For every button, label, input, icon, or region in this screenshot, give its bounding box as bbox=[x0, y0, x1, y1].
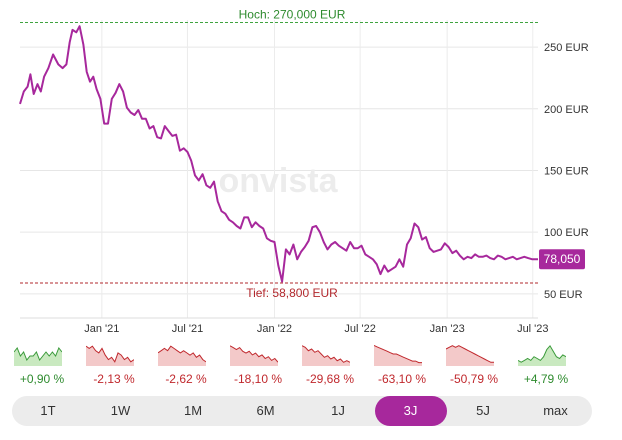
sparkline-chart bbox=[86, 345, 134, 366]
last-value-label: 78,050 bbox=[544, 252, 581, 266]
tab-1j[interactable]: 1J bbox=[331, 403, 345, 418]
sparkline-change-label: -2,13 % bbox=[93, 372, 135, 386]
sparkline-chart bbox=[302, 345, 350, 366]
tab-3j[interactable]: 3J bbox=[374, 396, 447, 426]
sparkline-chart bbox=[230, 345, 278, 366]
sparkline-card[interactable]: -2,13 % bbox=[86, 342, 142, 390]
sparkline-line bbox=[446, 345, 494, 363]
y-tick-label: 150 EUR bbox=[544, 165, 589, 177]
y-tick-label: 250 EUR bbox=[544, 42, 589, 54]
x-tick-label: Jan '22 bbox=[257, 323, 292, 335]
sparkline-change-label: +4,79 % bbox=[523, 372, 569, 386]
sparkline-card[interactable]: -18,10 % bbox=[230, 342, 286, 390]
y-tick-label: 200 EUR bbox=[544, 104, 589, 116]
performance-sparklines: +0,90 % -2,13 % -2,62 % -18,10 % -29,68 % -63… bbox=[14, 342, 594, 390]
x-tick-label: Jul '22 bbox=[344, 323, 375, 335]
tab-1w[interactable]: 1W bbox=[110, 403, 131, 418]
sparkline-line bbox=[302, 345, 350, 363]
x-tick-label: Jan '23 bbox=[430, 323, 465, 335]
tab-max[interactable]: max bbox=[543, 403, 568, 418]
sparkline-chart bbox=[446, 345, 494, 366]
sparkline-change-label: -63,10 % bbox=[377, 372, 427, 386]
sparkline-line bbox=[374, 344, 422, 364]
x-tick-label: Jul '23 bbox=[517, 323, 548, 335]
sparkline-line bbox=[14, 347, 62, 361]
tab-1t[interactable]: 1T bbox=[40, 403, 56, 418]
price-chart: 250 EUR 200 EUR 150 EUR 100 EUR 50 EUR Jan '2… bbox=[19, 7, 589, 335]
x-tick-label: Jul '21 bbox=[172, 323, 203, 335]
y-tick-label: 50 EUR bbox=[544, 289, 583, 301]
sparkline-line bbox=[230, 345, 278, 363]
sparkline-line bbox=[518, 344, 566, 363]
low-label: Tief: 58,800 EUR bbox=[246, 286, 338, 300]
sparkline-card[interactable]: -50,79 % bbox=[446, 342, 502, 390]
sparkline-line bbox=[158, 345, 206, 363]
sparkline-area bbox=[518, 345, 566, 366]
sparkline-card[interactable]: -2,62 % bbox=[158, 342, 214, 390]
sparkline-chart bbox=[14, 347, 62, 366]
sparkline-line bbox=[86, 345, 134, 363]
tab-5j[interactable]: 5J bbox=[476, 403, 490, 418]
sparkline-change-label: -18,10 % bbox=[233, 372, 283, 386]
sparkline-card[interactable]: +0,90 % bbox=[14, 342, 70, 390]
last-value-badge bbox=[539, 249, 585, 270]
timeframe-tabs: 1T 1W 1M 6M 1J 3J 5J max bbox=[12, 396, 592, 426]
sparkline-area bbox=[446, 345, 494, 366]
sparkline-change-label: -50,79 % bbox=[449, 372, 499, 386]
price-line bbox=[19, 25, 538, 283]
sparkline-change-label: +0,90 % bbox=[19, 372, 65, 386]
high-label: Hoch: 270,000 EUR bbox=[239, 7, 346, 21]
x-tick-label: Jan '21 bbox=[84, 323, 119, 335]
sparkline-card[interactable]: -29,68 % bbox=[302, 342, 358, 390]
watermark: onvista bbox=[218, 162, 338, 200]
sparkline-chart bbox=[374, 344, 422, 366]
sparkline-chart bbox=[518, 344, 566, 366]
sparkline-change-label: -2,62 % bbox=[165, 372, 207, 386]
sparkline-change-label: -29,68 % bbox=[305, 372, 355, 386]
sparkline-area bbox=[86, 346, 134, 366]
tab-6m[interactable]: 6M bbox=[256, 403, 275, 418]
tab-1m[interactable]: 1M bbox=[183, 403, 203, 418]
price-chart-svg: 250 EUR 200 EUR 150 EUR 100 EUR 50 EUR Jan '2… bbox=[19, 7, 589, 335]
sparkline-chart bbox=[158, 345, 206, 366]
sparkline-area bbox=[158, 346, 206, 366]
sparkline-card[interactable]: -63,10 % bbox=[374, 342, 430, 390]
sparkline-card[interactable]: +4,79 % bbox=[518, 342, 574, 390]
sparkline-area bbox=[374, 345, 422, 366]
sparkline-area bbox=[302, 345, 350, 366]
y-tick-label: 100 EUR bbox=[544, 227, 589, 239]
